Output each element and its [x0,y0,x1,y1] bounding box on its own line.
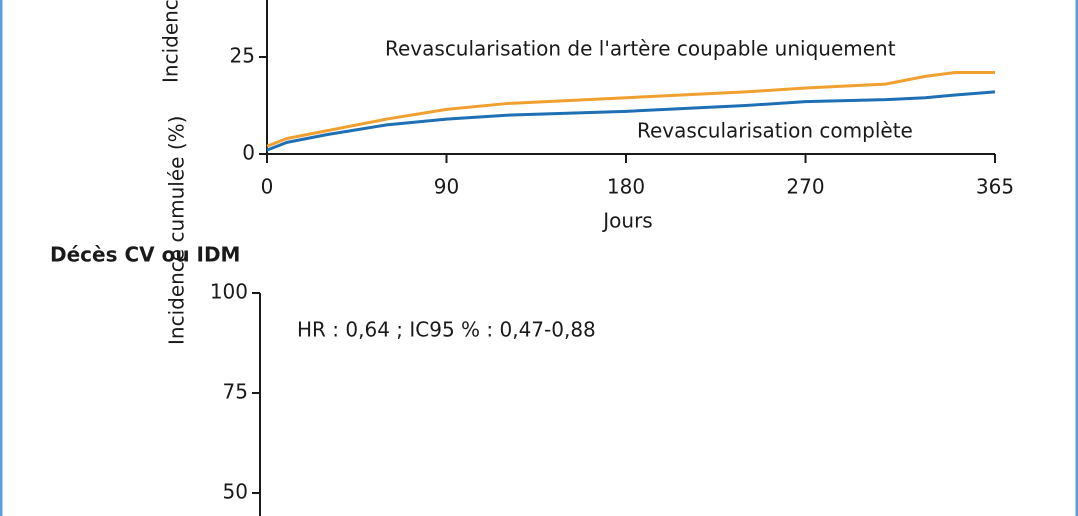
x-tick-label: 180 [607,175,645,199]
y-axis-label: Incidence cumulée (%) [159,0,183,83]
series-label: Revascularisation complète [637,119,913,143]
annotation: HR : 0,64 ; IC95 % : 0,47-0,88 [297,318,596,342]
chart-title: Décès CV ou IDM [50,243,240,267]
x-tick-label: 270 [786,175,824,199]
series-line [266,71,995,148]
x-tick-label: 365 [976,175,1014,199]
y-tick-label: 0 [242,141,255,165]
y-tick-label: 75 [223,380,248,404]
x-tick-label: 0 [261,175,274,199]
x-tick-label: 90 [434,175,459,199]
y-tick-label: 25 [230,44,255,68]
y-tick-label: 100 [210,280,248,304]
y-axis-label: Incidence cumulée (%) [165,116,189,345]
x-axis-label: Jours [601,209,652,233]
series-line [266,90,996,152]
series-label: Revascularisation de l'artère coupable u… [385,37,896,61]
y-tick-label: 50 [223,480,248,504]
